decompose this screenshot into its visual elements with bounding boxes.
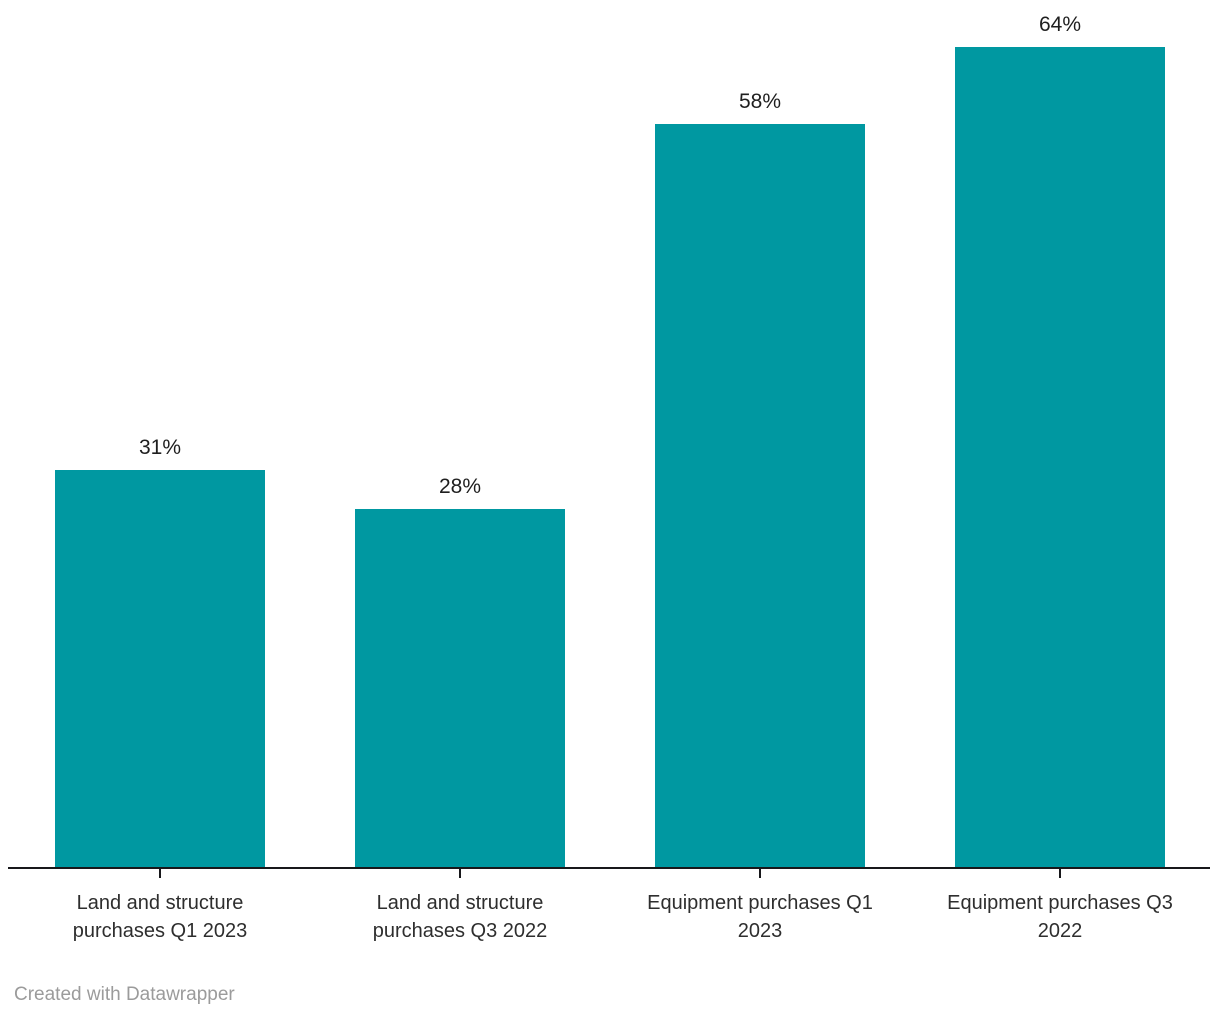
bar bbox=[355, 509, 565, 868]
bar bbox=[955, 47, 1165, 868]
bar bbox=[655, 124, 865, 868]
bar-value-label: 28% bbox=[438, 475, 482, 498]
category-label-line: purchases Q1 2023 bbox=[72, 920, 248, 942]
x-axis-tick bbox=[759, 869, 761, 878]
datawrapper-credit: Created with Datawrapper bbox=[14, 984, 235, 1005]
category-label: Land and structure purchases Q3 2022 bbox=[310, 889, 610, 945]
bar-value-label: 31% bbox=[138, 436, 182, 459]
bar-value-label: 64% bbox=[1038, 13, 1082, 36]
x-axis-tick bbox=[459, 869, 461, 878]
category-label-line: Equipment purchases Q3 bbox=[947, 892, 1173, 914]
category-label-line: Equipment purchases Q1 bbox=[647, 892, 873, 914]
category-label: Equipment purchases Q3 2022 bbox=[910, 889, 1210, 945]
category-label-line: Land and structure bbox=[76, 892, 244, 914]
bar-value-label: 58% bbox=[738, 90, 782, 113]
category-label-line: Land and structure bbox=[376, 892, 544, 914]
category-label-line: purchases Q3 2022 bbox=[372, 920, 548, 942]
bar bbox=[55, 470, 265, 868]
category-label: Equipment purchases Q1 2023 bbox=[610, 889, 910, 945]
category-label-line: 2022 bbox=[1037, 920, 1083, 942]
x-axis-tick bbox=[1059, 869, 1061, 878]
category-label: Land and structure purchases Q1 2023 bbox=[10, 889, 310, 945]
category-label-line: 2023 bbox=[737, 920, 783, 942]
x-axis-tick bbox=[159, 869, 161, 878]
x-axis-line bbox=[8, 867, 1210, 869]
